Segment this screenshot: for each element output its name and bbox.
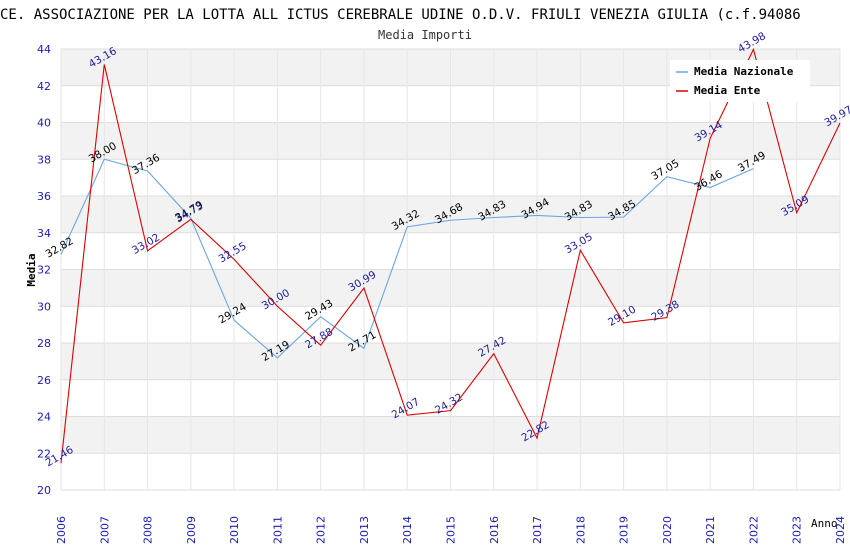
chart-title: CE. ASSOCIAZIONE PER LA LOTTA ALL ICTUS … — [0, 7, 801, 23]
legend: Media Nazionale Media Ente — [670, 60, 810, 102]
x-tick-label: 2018 — [574, 516, 587, 544]
data-label: 33.05 — [563, 231, 595, 256]
x-tick-label: 2014 — [401, 516, 414, 544]
y-tick-label: 32 — [37, 264, 51, 277]
x-tick-label: 2016 — [488, 516, 501, 544]
x-tick-label: 2017 — [531, 516, 544, 544]
y-tick-label: 40 — [37, 117, 51, 130]
data-label: 33.02 — [130, 231, 162, 256]
x-tick-label: 2008 — [142, 516, 155, 544]
legend-box — [670, 60, 810, 102]
series-line-media-ente — [60, 47, 841, 464]
data-label: 29.10 — [606, 303, 638, 328]
legend-label-media-ente: Media Ente — [694, 84, 761, 97]
y-tick-label: 28 — [37, 337, 51, 350]
gridlines — [60, 48, 841, 491]
y-tick-label: 38 — [37, 153, 51, 166]
y-axis-ticks: 20 22 24 26 28 30 32 34 36 38 40 42 44 — [37, 43, 51, 497]
data-label: 36.46 — [693, 168, 725, 194]
y-tick-label: 30 — [37, 300, 51, 313]
chart-subtitle: Media Importi — [378, 28, 472, 42]
x-tick-label: 2022 — [747, 516, 760, 544]
x-tick-label: 2007 — [98, 516, 111, 544]
y-tick-label: 34 — [37, 227, 51, 240]
x-tick-label: 2013 — [358, 516, 371, 544]
series-line-media-nazionale — [60, 158, 754, 359]
series-lines — [60, 47, 841, 464]
x-tick-label: 2019 — [618, 516, 631, 544]
x-axis-label: Anno — [811, 517, 838, 530]
y-tick-label: 44 — [37, 43, 51, 56]
x-tick-label: 2024 — [834, 516, 847, 544]
data-label: 24.32 — [433, 391, 465, 416]
x-tick-label: 2021 — [704, 516, 717, 544]
y-axis-label: Media — [25, 253, 38, 286]
y-tick-label: 36 — [37, 190, 51, 203]
data-label: 32.55 — [217, 240, 249, 265]
x-axis-ticks: 2006 2007 2008 2009 2010 2011 2012 2013 2014 2015… — [55, 516, 847, 544]
x-tick-label: 2011 — [271, 516, 284, 544]
x-tick-label: 2010 — [228, 516, 241, 544]
y-tick-label: 20 — [37, 484, 51, 497]
y-tick-label: 24 — [37, 411, 51, 424]
x-tick-label: 2006 — [55, 516, 68, 544]
x-tick-label: 2012 — [315, 516, 328, 544]
y-tick-label: 26 — [37, 374, 51, 387]
x-tick-label: 2015 — [445, 516, 458, 544]
y-tick-label: 42 — [37, 80, 51, 93]
y-tick-label: 22 — [37, 447, 51, 460]
x-tick-label: 2020 — [661, 516, 674, 544]
x-tick-label: 2023 — [791, 516, 804, 544]
legend-label-media-nazionale: Media Nazionale — [694, 65, 794, 78]
x-tick-label: 2009 — [185, 516, 198, 544]
